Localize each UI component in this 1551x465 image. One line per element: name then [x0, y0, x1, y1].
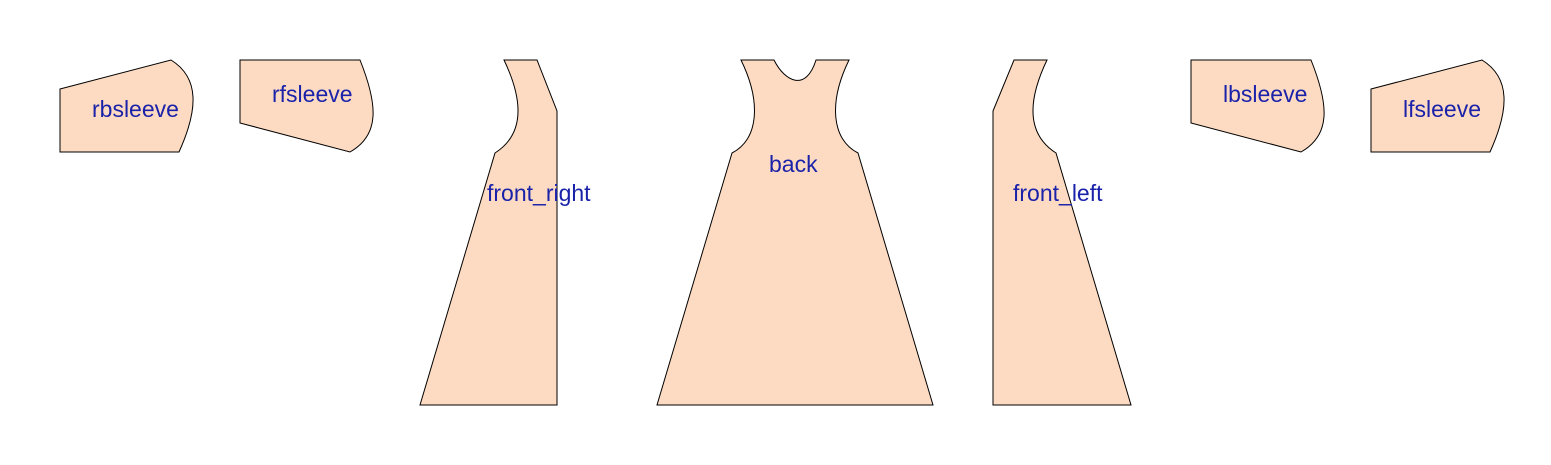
lfsleeve-label: lfsleeve	[1403, 96, 1481, 122]
lfsleeve-shape	[1370, 59, 1505, 153]
piece-back: back	[656, 59, 934, 406]
front-left-label: front_left	[1013, 180, 1103, 206]
rbsleeve-label: rbsleeve	[92, 96, 179, 122]
rfsleeve-shape	[239, 59, 374, 153]
piece-lbsleeve: lbsleeve	[1190, 59, 1325, 153]
piece-lfsleeve: lfsleeve	[1370, 59, 1505, 153]
front-left-shape	[992, 59, 1132, 406]
back-label: back	[769, 151, 818, 177]
piece-front-right: front_right	[419, 59, 591, 406]
piece-front-left: front_left	[992, 59, 1132, 406]
back-shape	[656, 59, 934, 406]
front-right-label: front_right	[487, 180, 591, 206]
piece-rbsleeve: rbsleeve	[59, 59, 194, 153]
rbsleeve-shape	[59, 59, 194, 153]
rfsleeve-label: rfsleeve	[272, 81, 353, 107]
piece-rfsleeve: rfsleeve	[239, 59, 374, 153]
front-right-shape	[419, 59, 558, 406]
lbsleeve-label: lbsleeve	[1223, 81, 1307, 107]
lbsleeve-shape	[1190, 59, 1325, 153]
